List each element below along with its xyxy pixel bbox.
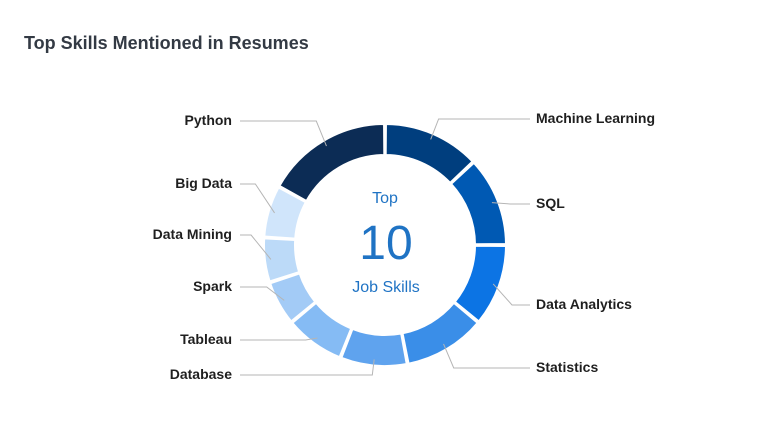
center-top-text: Top	[372, 190, 398, 207]
leader-lines	[240, 118, 530, 376]
slice-big-data	[263, 186, 308, 240]
slice-label: SQL	[536, 195, 565, 211]
leader-line	[240, 337, 318, 341]
slice-machine-learning	[384, 122, 474, 185]
slice-label: Database	[170, 366, 232, 382]
slice-sql	[449, 161, 508, 246]
leader-line	[491, 202, 530, 205]
leader-line	[492, 283, 530, 306]
slice-labels: Machine Learning SQL Data Analytics Statist…	[153, 110, 655, 382]
slice-label: Data Analytics	[536, 296, 632, 312]
center-number-text: 10	[359, 217, 412, 270]
slice-tableau	[290, 301, 353, 359]
slice-python	[278, 122, 386, 203]
slice-label: Spark	[193, 278, 232, 294]
slice-label: Machine Learning	[536, 110, 655, 126]
leader-line	[240, 183, 275, 214]
slice-label: Python	[185, 112, 232, 128]
slice-data-mining	[263, 237, 301, 283]
chart-title: Top Skills Mentioned in Resumes	[24, 33, 309, 53]
slice-statistics	[401, 301, 480, 365]
leader-line	[240, 120, 327, 147]
slice-label: Statistics	[536, 359, 598, 375]
slice-data-analytics	[453, 244, 508, 323]
center-subtitle-text: Job Skills	[352, 279, 420, 296]
leader-line	[430, 118, 530, 140]
slice-label: Data Mining	[153, 226, 232, 242]
slices	[263, 122, 508, 367]
leader-line	[240, 359, 375, 376]
leader-line	[240, 234, 272, 260]
slice-database	[340, 327, 408, 367]
leader-line	[240, 286, 285, 301]
slice-label: Tableau	[180, 331, 232, 347]
slice-spark	[268, 272, 317, 323]
leader-line	[443, 343, 530, 369]
slice-label: Big Data	[175, 175, 232, 191]
